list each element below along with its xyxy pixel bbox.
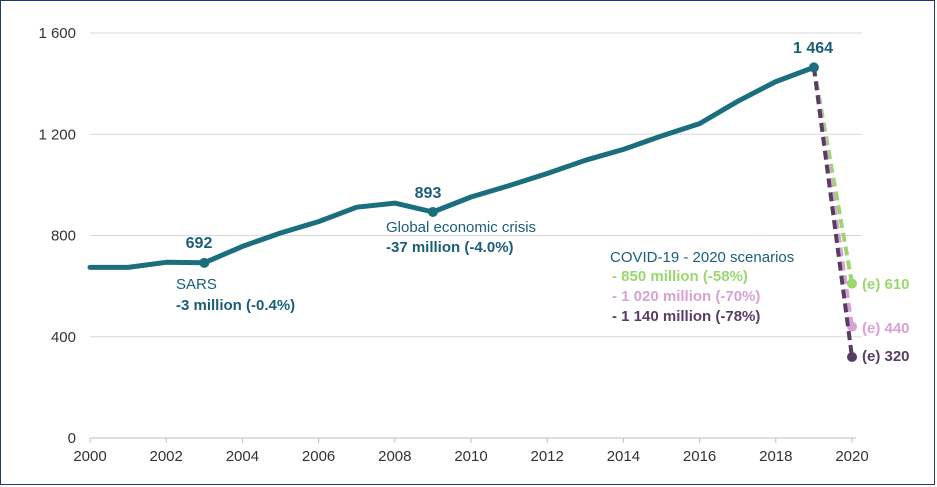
scenario-endpoint-320: [847, 352, 857, 362]
point-label-2003: 692: [186, 235, 213, 252]
x-tick-label-2014: 2014: [607, 448, 640, 465]
point-marker-2019: [808, 62, 819, 73]
x-tick-label-2012: 2012: [531, 448, 564, 465]
point-label-2019: 1 464: [793, 40, 833, 57]
sars-annotation-value: -3 million (-0.4%): [176, 297, 295, 314]
series-lines: [87, 64, 817, 270]
grid-lines: [90, 32, 862, 338]
x-tick-label-2000: 2000: [73, 448, 106, 465]
y-tick-label-1600: 1 600: [38, 25, 76, 42]
covid-scenario-3: - 1 140 million (-78%): [612, 308, 760, 325]
covid-scenario-1: - 850 million (-58%): [612, 268, 748, 285]
covid-scenario-2: - 1 020 million (-70%): [612, 288, 760, 305]
crisis-annotation-title: Global economic crisis: [386, 219, 536, 236]
x-tick-label-2006: 2006: [302, 448, 335, 465]
y-axis-ticks: 0 400 800 1 200 1 600: [38, 25, 76, 447]
covid-annotation-title: COVID-19 - 2020 scenarios: [610, 249, 794, 266]
scenario-line-320: [811, 67, 854, 358]
y-tick-label-800: 800: [51, 228, 76, 245]
scenario-end-label-320: (e) 320: [862, 348, 910, 365]
scenario-end-label-440: (e) 440: [862, 320, 910, 337]
x-axis-ticks: 2000 2002 2004 2006 2008 2010 2012 2014 2016 2018…: [73, 438, 869, 465]
point-marker-2003: [199, 257, 210, 268]
point-markers: [199, 62, 819, 268]
x-tick-label-2020: 2020: [835, 448, 868, 465]
y-tick-label-400: 400: [51, 329, 76, 346]
x-tick-label-2018: 2018: [759, 448, 792, 465]
x-tick-label-2016: 2016: [683, 448, 716, 465]
y-tick-label-1200: 1 200: [38, 126, 76, 143]
scenario-end-label-610: (e) 610: [862, 276, 910, 293]
point-label-2009: 893: [415, 185, 442, 202]
x-tick-label-2008: 2008: [378, 448, 411, 465]
sars-annotation-title: SARS: [176, 276, 217, 293]
y-tick-label-0: 0: [68, 430, 76, 447]
x-tick-label-2002: 2002: [150, 448, 183, 465]
scenario-lines: [811, 67, 857, 362]
x-tick-label-2004: 2004: [226, 448, 259, 465]
scenario-endpoint-610: [847, 278, 857, 289]
point-marker-2009: [427, 206, 438, 217]
x-tick-label-2010: 2010: [454, 448, 487, 465]
series-line-0: [87, 64, 817, 270]
crisis-annotation-value: -37 million (-4.0%): [386, 239, 514, 256]
